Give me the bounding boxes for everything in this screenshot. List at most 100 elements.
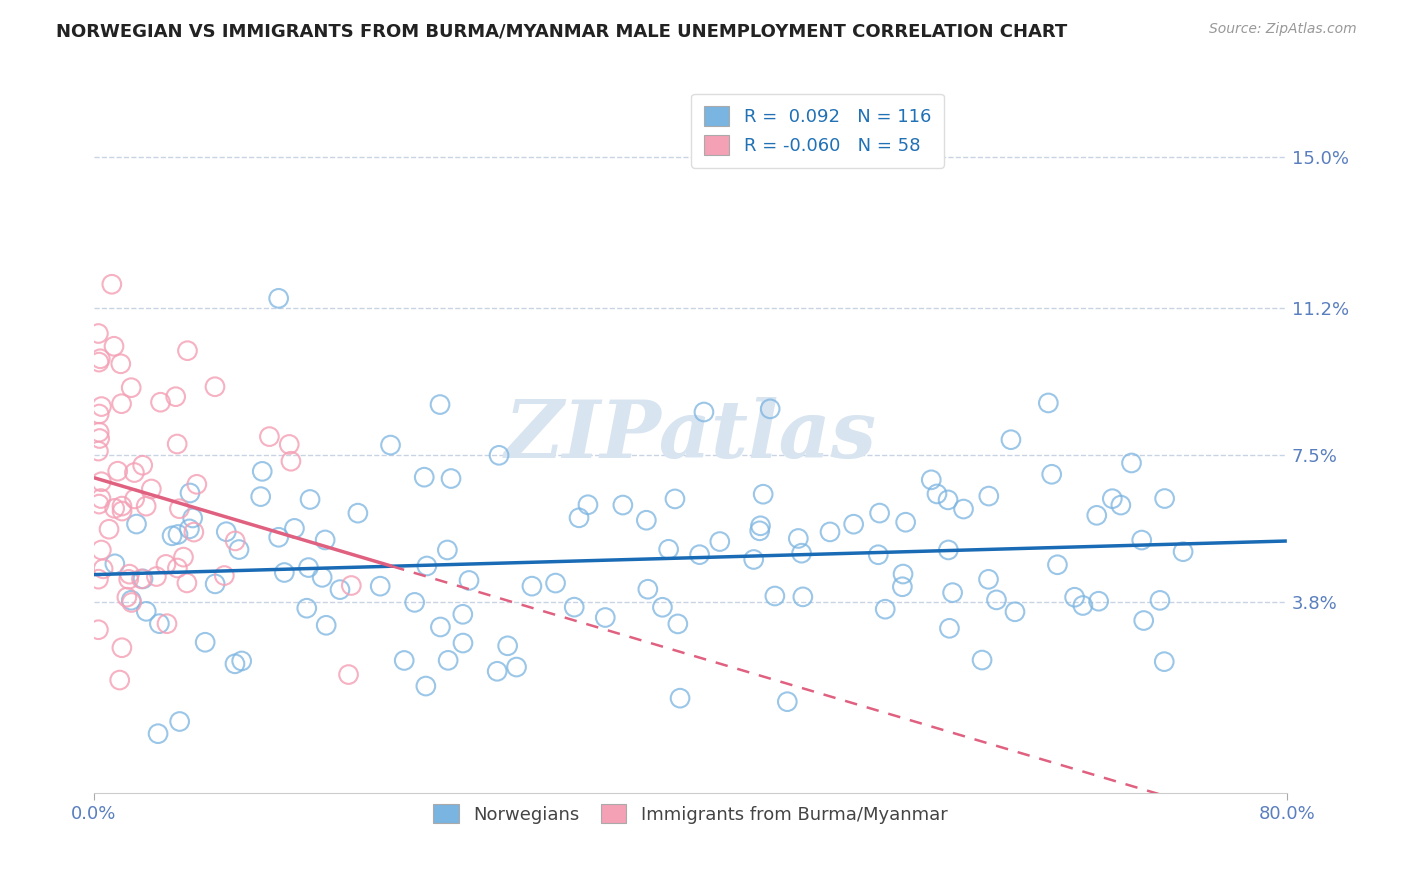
Point [496, 639, 519, 653]
Point [149, 395, 172, 409]
Point [329, 582, 352, 597]
Point [1071, 599, 1094, 613]
Point [576, 498, 599, 512]
Point [148, 616, 170, 631]
Point [91, 562, 114, 576]
Point [392, 653, 415, 667]
Point [664, 491, 686, 506]
Point [763, 589, 786, 603]
Point [214, 568, 236, 582]
Point [131, 458, 153, 473]
Point [1109, 498, 1132, 512]
Point [124, 466, 146, 480]
Point [121, 595, 143, 609]
Point [938, 543, 960, 558]
Point [347, 506, 370, 520]
Point [787, 532, 810, 546]
Point [295, 601, 318, 615]
Point [637, 582, 659, 597]
Point [101, 277, 124, 292]
Point [135, 499, 157, 513]
Point [252, 464, 274, 478]
Point [87, 444, 110, 458]
Point [280, 454, 302, 468]
Point [176, 575, 198, 590]
Point [186, 477, 208, 491]
Point [166, 561, 188, 575]
Point [742, 552, 765, 566]
Point [868, 548, 890, 562]
Point [87, 326, 110, 341]
Point [90, 491, 112, 506]
Point [749, 518, 772, 533]
Point [340, 578, 363, 592]
Point [89, 351, 111, 366]
Point [169, 501, 191, 516]
Point [413, 470, 436, 484]
Point [1063, 591, 1085, 605]
Point [942, 585, 965, 599]
Point [842, 517, 865, 532]
Point [986, 593, 1008, 607]
Point [1153, 655, 1175, 669]
Point [1038, 396, 1060, 410]
Point [748, 524, 770, 538]
Point [977, 489, 1000, 503]
Point [267, 530, 290, 544]
Point [104, 501, 127, 516]
Point [1153, 491, 1175, 506]
Point [249, 490, 271, 504]
Point [115, 590, 138, 604]
Point [1040, 467, 1063, 482]
Point [146, 727, 169, 741]
Point [110, 357, 132, 371]
Point [894, 515, 917, 529]
Point [155, 558, 177, 572]
Text: NORWEGIAN VS IMMIGRANTS FROM BURMA/MYANMAR MALE UNEMPLOYMENT CORRELATION CHART: NORWEGIAN VS IMMIGRANTS FROM BURMA/MYANM… [56, 22, 1067, 40]
Point [1130, 533, 1153, 547]
Point [90, 543, 112, 558]
Point [429, 398, 451, 412]
Point [176, 343, 198, 358]
Point [90, 475, 112, 489]
Point [183, 525, 205, 540]
Point [437, 653, 460, 667]
Point [977, 572, 1000, 586]
Point [1132, 614, 1154, 628]
Point [952, 502, 974, 516]
Point [87, 623, 110, 637]
Point [156, 616, 179, 631]
Point [111, 499, 134, 513]
Point [415, 679, 437, 693]
Point [315, 618, 337, 632]
Point [172, 550, 194, 565]
Point [89, 432, 111, 446]
Point [337, 667, 360, 681]
Text: ZIPatlas: ZIPatlas [505, 397, 876, 475]
Point [875, 602, 897, 616]
Point [891, 580, 914, 594]
Point [752, 487, 775, 501]
Point [131, 572, 153, 586]
Point [215, 524, 238, 539]
Point [107, 464, 129, 478]
Point [380, 438, 402, 452]
Point [132, 572, 155, 586]
Point [278, 437, 301, 451]
Point [1171, 544, 1194, 558]
Point [120, 381, 142, 395]
Point [595, 610, 617, 624]
Point [299, 492, 322, 507]
Point [651, 600, 673, 615]
Point [1046, 558, 1069, 572]
Point [273, 566, 295, 580]
Point [869, 506, 891, 520]
Point [89, 497, 111, 511]
Point [936, 492, 959, 507]
Point [87, 355, 110, 369]
Point [141, 482, 163, 496]
Point [167, 527, 190, 541]
Point [204, 577, 226, 591]
Point [790, 546, 813, 560]
Point [1087, 594, 1109, 608]
